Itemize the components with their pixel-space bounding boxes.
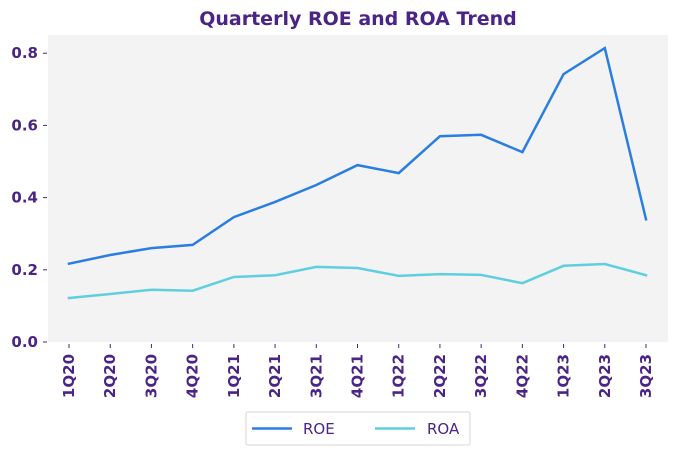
x-tick-label: 2Q20 <box>101 354 119 398</box>
legend-item-roe: ROE <box>252 420 335 438</box>
y-tick-label: 0.8 <box>11 44 38 62</box>
legend-label: ROE <box>303 420 335 438</box>
x-tick-label: 1Q20 <box>60 354 78 398</box>
y-axis: 0.0 0.2 0.4 0.6 0.8 <box>11 44 47 351</box>
x-tick-label: 4Q20 <box>184 354 202 398</box>
x-tick-label: 1Q21 <box>225 354 243 398</box>
y-tick-label: 0.2 <box>11 261 38 279</box>
x-tick-label: 3Q20 <box>142 354 160 398</box>
y-tick-label: 0.6 <box>11 116 38 134</box>
legend-item-roa: ROA <box>375 420 460 438</box>
x-tick-label: 2Q22 <box>431 354 449 398</box>
y-tick-label: 0.4 <box>11 189 38 207</box>
x-tick-label: 3Q22 <box>472 354 490 398</box>
x-axis: 1Q20 2Q20 3Q20 4Q20 1Q21 2Q21 3Q21 4Q21 1Q22 2Q22… <box>60 344 655 398</box>
y-tick-label: 0.0 <box>11 333 38 351</box>
x-tick-label: 2Q23 <box>596 354 614 398</box>
x-tick-label: 3Q21 <box>307 354 325 398</box>
series-layer <box>67 46 648 300</box>
x-tick-label: 4Q21 <box>349 354 367 398</box>
x-tick-label: 3Q23 <box>637 354 655 398</box>
x-tick-label: 4Q22 <box>513 354 531 398</box>
legend: ROE ROA <box>245 411 471 446</box>
chart-title: Quarterly ROE and ROA Trend <box>199 8 517 30</box>
x-tick-label: 1Q23 <box>555 354 573 398</box>
legend-box <box>245 411 471 446</box>
legend-label: ROA <box>427 420 460 438</box>
plot-area <box>48 35 668 342</box>
x-tick-label: 2Q21 <box>266 354 284 398</box>
x-tick-label: 1Q22 <box>390 354 408 398</box>
